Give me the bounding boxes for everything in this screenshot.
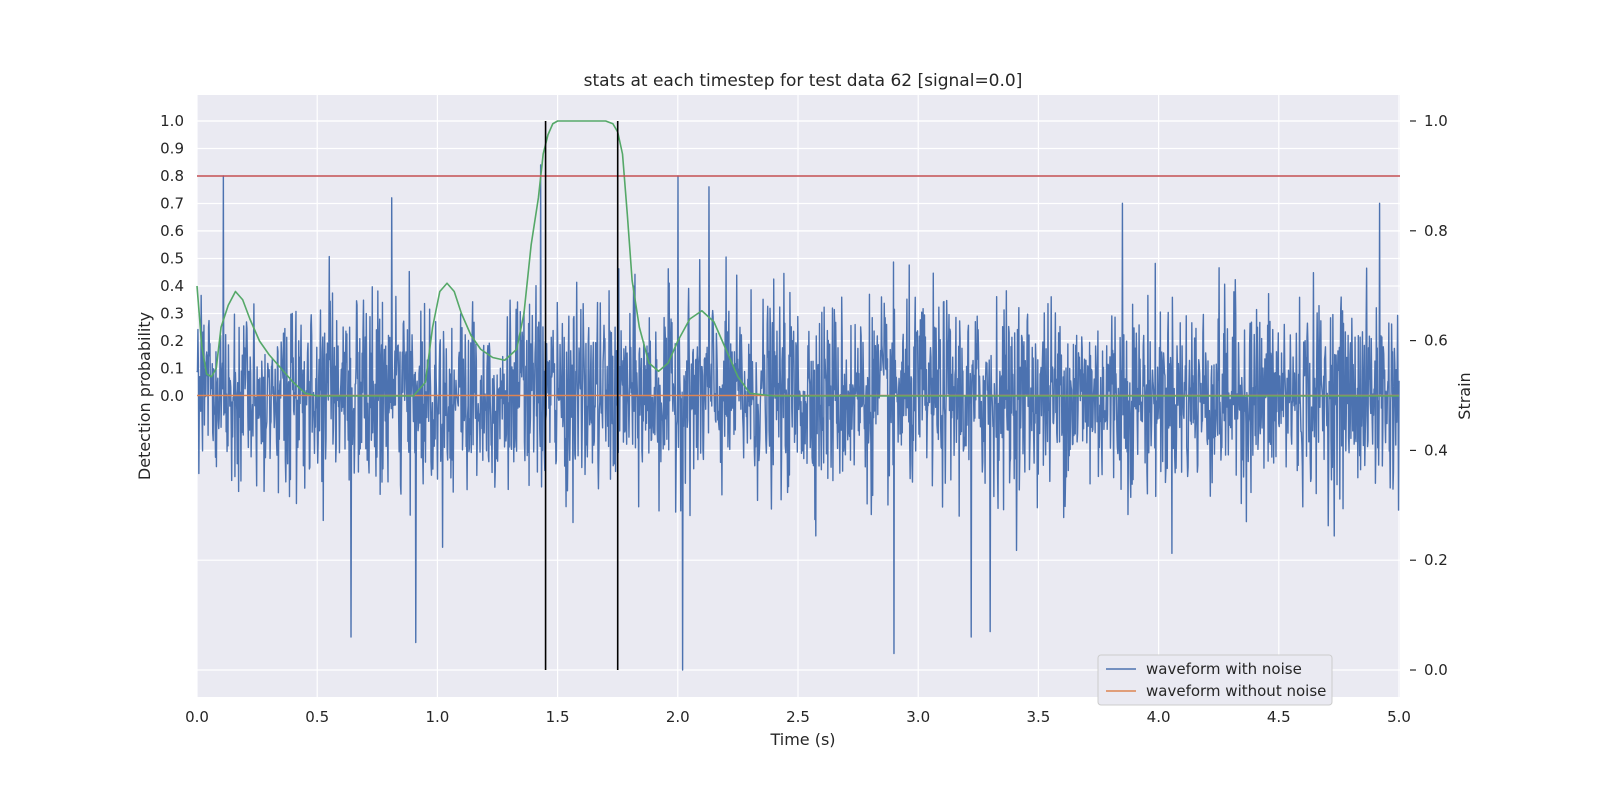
y-tick-label-right: 1.0 <box>1424 112 1448 130</box>
y-axis-label-right: Strain <box>1455 372 1474 419</box>
x-tick-label: 3.0 <box>906 708 930 726</box>
y-tick-label-left: 0.6 <box>160 222 184 240</box>
chart-title: stats at each timestep for test data 62 … <box>584 71 1023 91</box>
y-tick-label-left: 0.3 <box>160 305 184 323</box>
tick-labels: 0.0 0.5 1.0 1.5 2.0 2.5 3.0 3.5 4.0 4.5 5.0 0.0 0.1 0… <box>160 112 1448 726</box>
legend-label-clean: waveform without noise <box>1146 682 1326 700</box>
series-line-noise <box>196 164 1400 671</box>
y-tick-label-right: 0.6 <box>1424 332 1448 350</box>
series-detection-probability-group <box>196 120 1399 397</box>
x-tick-label: 0.0 <box>185 708 209 726</box>
y-tick-label-right: 0.2 <box>1424 551 1448 569</box>
y-tick-label-right: 0.0 <box>1424 661 1448 679</box>
vertical-markers <box>544 121 619 670</box>
y-tick-label-left: 0.0 <box>160 387 184 405</box>
x-tick-label: 1.5 <box>546 708 570 726</box>
legend-frame <box>1097 654 1333 706</box>
y-tick-label-left: 0.1 <box>160 360 184 378</box>
legend: waveform with noise waveform without noi… <box>1097 654 1333 706</box>
y-tick-label-left: 0.9 <box>160 140 184 158</box>
y-tick-label-left: 0.4 <box>160 277 184 295</box>
x-tick-label: 2.0 <box>666 708 690 726</box>
series-line-probability <box>196 120 1399 397</box>
x-tick-label: 4.5 <box>1267 708 1291 726</box>
y-tick-label-right: 0.4 <box>1424 441 1448 459</box>
y-tick-label-left: 0.5 <box>160 250 184 268</box>
y-tick-label-left: 0.2 <box>160 332 184 350</box>
y-tick-label-left: 0.7 <box>160 195 184 213</box>
x-tick-label: 1.0 <box>425 708 449 726</box>
y-tick-label-left: 1.0 <box>160 112 184 130</box>
x-tick-label: 4.0 <box>1147 708 1171 726</box>
legend-label-noise: waveform with noise <box>1146 660 1302 678</box>
x-tick-label: 2.5 <box>786 708 810 726</box>
x-tick-label: 0.5 <box>305 708 329 726</box>
series-waveform-with-noise <box>196 164 1400 671</box>
y-tick-label-left: 0.8 <box>160 167 184 185</box>
y-axis-label-left: Detection probability <box>135 312 154 480</box>
x-tick-label: 3.5 <box>1026 708 1050 726</box>
y-tick-label-right: 0.8 <box>1424 222 1448 240</box>
x-axis-label: Time (s) <box>769 730 835 749</box>
x-tick-label: 5.0 <box>1387 708 1411 726</box>
